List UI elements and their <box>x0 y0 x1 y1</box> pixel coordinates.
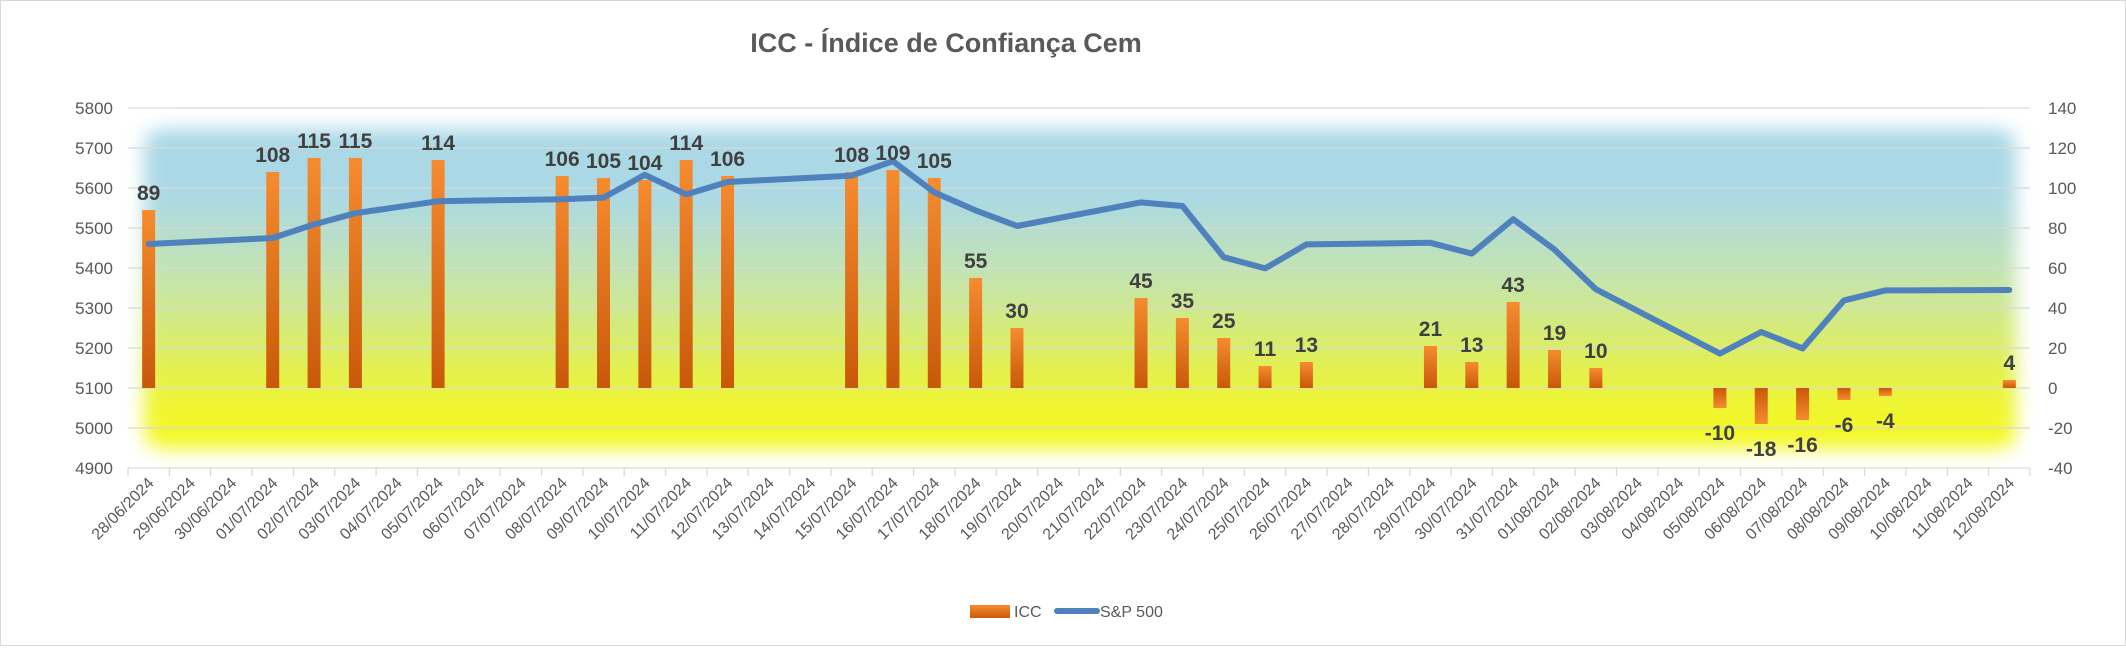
legend-label-icc: ICC <box>1014 604 1042 621</box>
icc-data-label: 30 <box>1005 300 1028 323</box>
icc-bar <box>1010 328 1024 388</box>
left-tick-label: 5200 <box>75 339 113 358</box>
icc-data-label: 89 <box>137 182 160 205</box>
icc-bar <box>1423 346 1437 388</box>
plot-background <box>144 129 2016 449</box>
icc-bar <box>721 176 735 388</box>
icc-bar <box>348 158 362 388</box>
icc-data-label: 43 <box>1501 274 1524 297</box>
icc-data-label: 106 <box>545 148 580 171</box>
icc-data-label: 105 <box>586 150 621 173</box>
left-tick-label: 5800 <box>75 99 113 118</box>
icc-data-label: 25 <box>1212 310 1236 333</box>
left-tick-label: 5000 <box>75 419 113 438</box>
chart-title: ICC - Índice de Confiança Cem <box>750 27 1142 58</box>
right-tick-label: 20 <box>2048 339 2067 358</box>
icc-bar <box>1299 362 1313 388</box>
icc-bar <box>1589 368 1603 388</box>
icc-bar <box>886 170 900 388</box>
icc-data-label: 104 <box>627 152 662 175</box>
left-tick-label: 5300 <box>75 299 113 318</box>
icc-bar <box>1217 338 1231 388</box>
sp500-line <box>145 158 2013 357</box>
icc-bar <box>845 172 859 388</box>
x-axis: 28/06/202429/06/202430/06/202401/07/2024… <box>89 467 2031 543</box>
right-tick-label: 140 <box>2048 99 2076 118</box>
right-tick-label: 0 <box>2048 379 2057 398</box>
icc-data-label: 55 <box>964 250 988 273</box>
left-axis: 4900 5000 5100 5200 5300 5400 5500 5600 5700 5800 <box>75 99 113 478</box>
icc-data-label: -6 <box>1835 414 1854 437</box>
icc-data-label: -18 <box>1746 438 1777 461</box>
icc-data-label: -10 <box>1705 422 1735 445</box>
icc-bar <box>679 160 693 388</box>
icc-data-label: 114 <box>669 132 703 155</box>
icc-data-label: 114 <box>421 132 455 155</box>
right-tick-label: 100 <box>2048 179 2076 198</box>
icc-bar <box>555 176 569 388</box>
icc-bar <box>1878 388 1892 396</box>
right-tick-label: 60 <box>2048 259 2067 278</box>
icc-data-label: 108 <box>255 144 290 167</box>
right-tick-label: -20 <box>2048 419 2073 438</box>
left-tick-label: 5100 <box>75 379 113 398</box>
icc-bar <box>1837 388 1851 400</box>
icc-bar <box>266 172 280 388</box>
right-tick-label: 80 <box>2048 219 2067 238</box>
icc-bars <box>142 158 2016 424</box>
legend-swatch-icc <box>970 605 1010 618</box>
icc-data-label: 115 <box>297 130 331 153</box>
icc-bar <box>2002 380 2016 388</box>
icc-bar <box>1134 298 1148 388</box>
icc-data-label: 105 <box>917 150 952 173</box>
gridlines <box>128 107 2030 429</box>
icc-bar <box>1258 366 1272 388</box>
icc-bar <box>1506 302 1520 388</box>
right-axis: -40 -20 0 20 40 60 80 100 120 140 <box>2048 99 2076 478</box>
icc-bar <box>1548 350 1561 388</box>
icc-data-label: 13 <box>1460 334 1483 357</box>
icc-data-label: 11 <box>1254 338 1277 361</box>
icc-bar <box>431 160 445 388</box>
icc-data-label: 10 <box>1584 340 1607 363</box>
icc-bar <box>1713 388 1727 408</box>
left-tick-label: 4900 <box>75 459 113 478</box>
icc-bar <box>1754 388 1768 424</box>
sp500-line-path <box>145 158 2013 357</box>
icc-data-label: 13 <box>1295 334 1318 357</box>
icc-bar <box>307 158 321 388</box>
icc-bar <box>969 278 983 388</box>
icc-bar <box>927 178 941 388</box>
legend-label-sp500: S&P 500 <box>1100 604 1163 621</box>
icc-bar <box>1175 318 1189 388</box>
icc-data-label: 106 <box>710 148 745 171</box>
icc-data-label: 35 <box>1171 290 1195 313</box>
right-tick-label: 40 <box>2048 299 2067 318</box>
left-tick-label: 5700 <box>75 139 113 158</box>
icc-bar <box>142 210 156 388</box>
left-tick-label: 5600 <box>75 179 113 198</box>
right-tick-label: 120 <box>2048 139 2076 158</box>
icc-data-label: 109 <box>875 142 910 165</box>
left-tick-label: 5400 <box>75 259 113 278</box>
icc-data-label: 19 <box>1543 322 1566 345</box>
icc-data-label: -4 <box>1876 410 1895 433</box>
left-tick-label: 5500 <box>75 219 113 238</box>
right-tick-label: -40 <box>2048 459 2073 478</box>
icc-data-label: 108 <box>834 144 869 167</box>
icc-data-label: 115 <box>338 130 372 153</box>
icc-bar <box>597 178 610 388</box>
icc-bar <box>638 180 652 388</box>
icc-data-label: 21 <box>1419 318 1443 341</box>
icc-data-label: -16 <box>1787 434 1817 457</box>
icc-data-label: 45 <box>1129 270 1153 293</box>
icc-data-label: 4 <box>2003 352 2015 375</box>
icc-bar <box>1796 388 1810 420</box>
legend: ICC S&P 500 <box>970 604 1163 621</box>
icc-bar <box>1465 362 1479 388</box>
